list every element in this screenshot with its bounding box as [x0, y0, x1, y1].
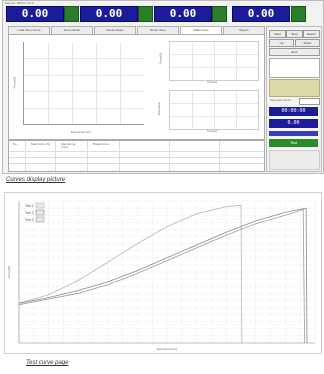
legend-label: Test 1	[25, 204, 34, 208]
y-axis-label: Force(N)	[7, 266, 11, 278]
small-chart-bottom-ylabel: Extension	[157, 101, 162, 116]
small-chart-top-ylabel: Force(N)	[158, 52, 163, 65]
window-title: Sample: 0000 0.0 0.0	[5, 1, 34, 5]
x-axis-label: Extension(mm)	[157, 347, 177, 351]
speed-input[interactable]	[299, 98, 320, 105]
value-display: 0.00	[269, 119, 318, 128]
peak-readout: 0.00	[154, 6, 212, 22]
axis-lines	[18, 201, 315, 344]
test-curve-chart[interactable]: Force(N) Extension(mm) Test 1 Test 2 Test 3	[5, 193, 321, 353]
extension-readout: 0.00	[80, 6, 138, 22]
option-list[interactable]	[269, 58, 320, 78]
table-row[interactable]	[9, 163, 264, 169]
legend-swatch	[35, 216, 45, 223]
table-header-break-force: Break Force	[93, 142, 110, 146]
speed-readout: 0.00	[232, 6, 290, 22]
small-chart-top-xlabel: Time(s)	[207, 80, 218, 84]
peak-readout-button[interactable]	[212, 6, 227, 22]
curve-panel: Force(N) Extension(mm) Force(N) Time(s) …	[8, 34, 265, 140]
speed-readout-button[interactable]	[291, 6, 306, 22]
return-button[interactable]: Return	[303, 30, 320, 38]
series-line	[18, 207, 308, 344]
speed-label: Speed(mm/min)	[270, 98, 292, 102]
legend-swatch	[35, 209, 45, 216]
up-button[interactable]: Up	[269, 39, 294, 47]
small-chart-top[interactable]	[169, 41, 259, 81]
caption-curves-display: Curves display picture	[6, 177, 66, 183]
time-display: 00:00:00	[269, 107, 318, 116]
small-chart-bottom-xlabel: Time(s)	[207, 129, 218, 133]
legend-label: Test 2	[25, 211, 34, 215]
blue-strip	[269, 131, 318, 136]
caption-test-curve: Test curve page	[26, 360, 69, 366]
series-line	[18, 208, 305, 344]
main-chart[interactable]	[23, 42, 144, 125]
olive-area	[269, 79, 320, 97]
main-chart-ylabel: Force(N)	[12, 76, 17, 89]
small-chart-bottom[interactable]	[169, 90, 259, 130]
test-button[interactable]: Test	[269, 139, 318, 147]
start-button[interactable]: Start	[269, 30, 286, 38]
legend-swatch	[35, 202, 45, 209]
table-header-no: No.	[13, 142, 18, 146]
readout-bar: 0.00 0.00 0.00 0.00	[6, 6, 324, 24]
test-curve-panel: Force(N) Extension(mm) Test 1 Test 2 Test 3	[4, 192, 322, 354]
zero-button[interactable]: Zero	[269, 48, 320, 56]
results-table: No. Max Force (N) Max Elong. (mm) Break …	[8, 140, 265, 172]
legend-label: Test 3	[25, 218, 34, 222]
table-row[interactable]	[9, 157, 264, 163]
ui-screenshot: Sample: 0000 0.0 0.0 0.00 0.00 0.00 0.00…	[2, 0, 324, 174]
force-readout: 0.00	[6, 6, 64, 22]
table-row[interactable]	[9, 151, 264, 157]
extension-readout-button[interactable]	[138, 6, 153, 22]
down-button[interactable]: Down	[295, 39, 320, 47]
force-readout-button[interactable]	[64, 6, 79, 22]
side-panel: Start Stop Return Up Down Zero Speed(mm/…	[266, 26, 322, 172]
table-header-max-elong: Max Elong. (mm)	[61, 142, 77, 149]
main-chart-xlabel: Extension(mm)	[71, 130, 92, 134]
side-blank-area	[269, 150, 320, 170]
table-header-max-force: Max Force (N)	[31, 142, 51, 146]
stop-button[interactable]: Stop	[286, 30, 303, 38]
series-line	[18, 204, 243, 344]
